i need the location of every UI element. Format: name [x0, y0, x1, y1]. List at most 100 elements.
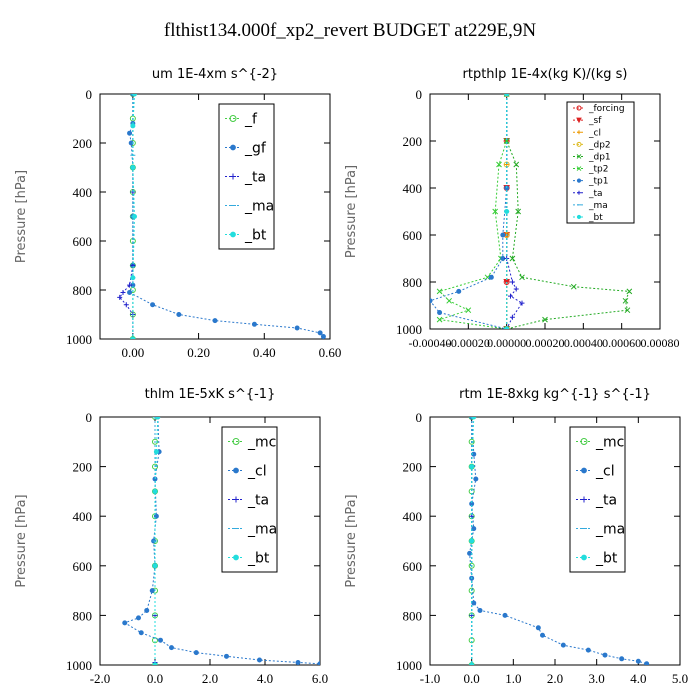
plot-frame: [429, 416, 681, 666]
y-tick-label: 400: [403, 509, 423, 524]
data-point: [500, 232, 506, 238]
legend-label: _bt: [244, 228, 267, 244]
series-line: [506, 94, 631, 329]
data-point: [465, 307, 472, 314]
data-point: [320, 334, 326, 339]
series-bt: [152, 417, 161, 665]
data-point: [436, 316, 443, 323]
legend-label: _ta: [595, 493, 617, 509]
panel-title: rtpthlp 1E-4x(kg K)/(kg s): [463, 67, 628, 82]
x-tick-label: 0.40: [253, 345, 276, 360]
y-axis-label: Pressure [hPa]: [344, 165, 359, 258]
data-point: [193, 650, 199, 656]
panel-title: um 1E-4xm s^{-2}: [152, 67, 278, 82]
data-point: [437, 310, 443, 316]
data-point: [295, 660, 301, 665]
series-line: [471, 417, 475, 665]
plot-area: [117, 94, 326, 339]
panel-title: thlm 1E-5xK s^{-1}: [145, 387, 276, 402]
data-point: [477, 607, 483, 613]
x-tick-label: -1.0: [420, 671, 441, 686]
legend-label: _f: [244, 112, 258, 128]
data-point: [436, 288, 443, 295]
y-tick-label: 400: [403, 181, 423, 196]
y-tick-label: 0: [86, 87, 93, 102]
y-tick-label: 200: [403, 460, 423, 475]
data-point: [152, 563, 158, 569]
legend: _mc _cl _ta _ma _bt: [569, 426, 626, 573]
data-point: [504, 209, 510, 214]
data-point: [492, 208, 499, 215]
data-point: [224, 653, 229, 659]
x-tick-label: 0.20: [187, 345, 210, 360]
data-point: [130, 123, 136, 129]
data-point: [123, 302, 129, 308]
data-point: [540, 632, 545, 638]
legend-label: _bt: [595, 551, 618, 567]
data-point: [152, 662, 158, 665]
plot-area: [430, 94, 633, 329]
panel-rtpthlp: rtpthlp 1E-4x(kg K)/(kg s) Pressure [hPa]…: [344, 67, 680, 350]
series-line: [469, 417, 647, 665]
plot-frame: [99, 93, 331, 340]
legend: _forcing _sf _cl _dp2 _dp1 _tp2 _tp1 _ta _ma _bt: [566, 101, 635, 224]
plot-area: [122, 417, 320, 665]
data-point: [294, 325, 300, 331]
legend-label: _ta: [244, 170, 266, 186]
series-bt: [130, 94, 137, 339]
legend-label: _tp2: [588, 165, 608, 175]
legend-label: _ma: [247, 522, 277, 538]
data-point: [317, 661, 320, 665]
legend-marker: [581, 467, 587, 474]
legend-marker: [230, 144, 236, 151]
legend-marker: [581, 554, 587, 561]
data-point: [468, 562, 475, 569]
y-tick-label: 800: [403, 275, 423, 290]
series-tp1: [430, 94, 510, 329]
legend-label: _cl: [595, 464, 615, 480]
y-tick-label: 400: [73, 509, 93, 524]
legend-box: [221, 426, 278, 573]
y-tick-label: 800: [73, 283, 93, 298]
panel-um: um 1E-4xm s^{-2} Pressure [hPa] 0 200 400 600…: [14, 67, 341, 360]
data-point: [513, 161, 520, 168]
data-point: [484, 274, 491, 281]
y-tick-label: 600: [403, 228, 423, 243]
data-point: [456, 288, 462, 294]
series-tp2: [436, 94, 510, 329]
data-point: [468, 438, 475, 445]
y-tick-label: 800: [73, 608, 93, 623]
data-point: [152, 488, 158, 494]
data-point: [257, 657, 262, 663]
data-point: [471, 417, 477, 420]
legend-label: _tp1: [588, 177, 608, 187]
legend-marker: [576, 178, 582, 183]
data-point: [560, 642, 566, 648]
y-tick-label: 200: [73, 136, 93, 151]
legend-marker: [233, 496, 239, 503]
y-tick-label: 1000: [396, 658, 422, 673]
legend-marker: [577, 190, 581, 195]
legend-label: _ta: [247, 493, 269, 509]
y-tick-label: 600: [403, 559, 423, 574]
series-bt: [504, 94, 510, 329]
legend-label: _ma: [244, 199, 274, 215]
data-point: [542, 316, 548, 323]
y-axis-label: Pressure [hPa]: [14, 494, 29, 587]
data-point: [149, 588, 155, 594]
data-point: [496, 161, 502, 168]
data-point: [127, 289, 133, 295]
data-point: [117, 294, 123, 300]
x-tick-label: 0.00060: [602, 336, 641, 350]
y-tick-label: 0: [86, 410, 93, 425]
data-point: [624, 307, 631, 314]
plot-frame: [99, 416, 321, 666]
legend-marker: [576, 166, 582, 171]
data-point: [469, 662, 475, 665]
data-point: [585, 647, 591, 653]
y-tick-label: 0: [416, 87, 423, 102]
panel-rtm: rtm 1E-8xkg kg^{-1} s^{-1} Pressure [hPa]…: [344, 387, 688, 686]
x-tick-label: 0.00080: [641, 336, 680, 350]
legend-label: _forcing: [588, 104, 625, 114]
data-point: [130, 336, 136, 339]
